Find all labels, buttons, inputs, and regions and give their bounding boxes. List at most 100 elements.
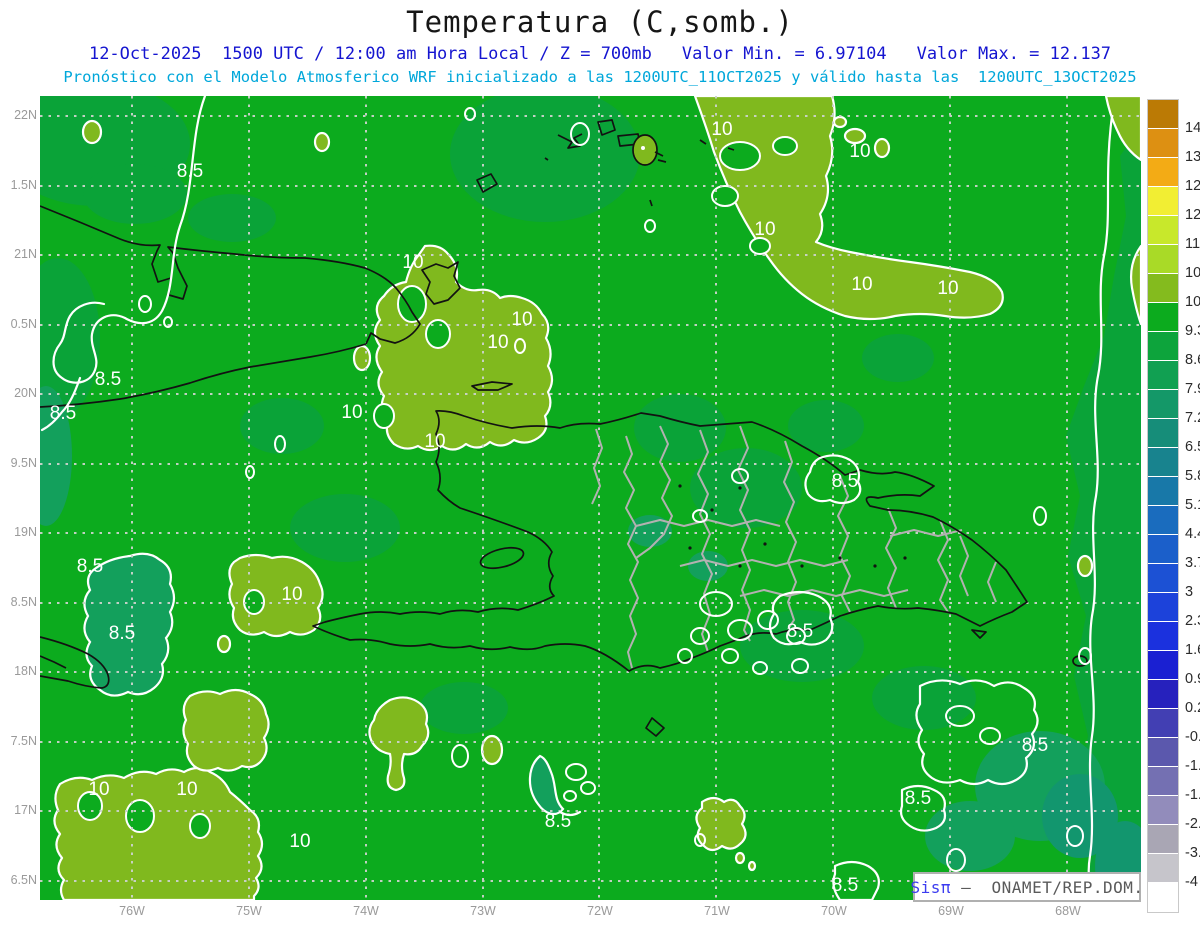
colorbar-cell xyxy=(1148,187,1178,215)
colorbar-tick-label: -1.9 xyxy=(1185,787,1200,803)
branding-badge: Sisπ – ONAMET/REP.DOM. xyxy=(910,872,1144,902)
contour-value-label: 8.5 xyxy=(545,811,571,832)
contour-value-label: 8.5 xyxy=(832,875,858,896)
y-axis-label: 0.5N xyxy=(10,317,37,331)
contour-value-label: 10 xyxy=(88,779,109,800)
colorbar-cell xyxy=(1148,390,1178,418)
colorbar-tick-label: 13.5 xyxy=(1185,149,1200,165)
colorbar-tick-label: 10.7 xyxy=(1185,265,1200,281)
colorbar-cell xyxy=(1148,448,1178,476)
contour-value-label: 10 xyxy=(289,831,310,852)
colorbar-cell xyxy=(1148,709,1178,737)
contour-value-label: 8.5 xyxy=(905,788,931,809)
y-axis-label: 17N xyxy=(14,803,37,817)
map-canvas: 8.58.58.58.58.58.58.58.58.58.58.51010101… xyxy=(40,96,1141,900)
colorbar-cell xyxy=(1148,738,1178,766)
contour-8p5-comma-region xyxy=(528,754,565,816)
contour-holes xyxy=(77,136,798,839)
contour-value-label: 10 xyxy=(176,779,197,800)
temperature-band-yellow-green-patches xyxy=(53,96,1141,900)
colorbar-cell xyxy=(1148,622,1178,650)
y-axis-label: 9.5N xyxy=(10,456,37,470)
colorbar-cell xyxy=(1148,767,1178,795)
x-axis-label: 72W xyxy=(587,904,613,918)
colorbar-tick-label: 1.6 xyxy=(1185,642,1200,658)
coastline-cuba xyxy=(40,205,421,408)
page-title: Temperatura (C,somb.) xyxy=(406,5,794,39)
colorbar-cell xyxy=(1148,883,1178,911)
coastline-little-inagua xyxy=(476,173,498,193)
colorbar-tick-label: -4 xyxy=(1185,874,1198,890)
contour-value-label: 10 xyxy=(341,402,362,423)
contour-value-label: 8.5 xyxy=(77,556,103,577)
x-axis-label: 74W xyxy=(353,904,379,918)
y-axis-label: 1.5N xyxy=(10,178,37,192)
contour-value-label: 8.5 xyxy=(787,621,813,642)
colorbar-tick-label: 12.1 xyxy=(1185,207,1200,223)
x-axis-label: 70W xyxy=(821,904,847,918)
x-axis-label: 69W xyxy=(938,904,964,918)
contour-rings xyxy=(138,107,1092,872)
colorbar-tick-label: 11.4 xyxy=(1185,236,1200,252)
colorbar-cell xyxy=(1148,419,1178,447)
colorbar-tick-label: 12.8 xyxy=(1185,178,1200,194)
colorbar-tick-label: 7.2 xyxy=(1185,410,1200,426)
coastline-caicos xyxy=(557,133,583,149)
y-axis-label: 20N xyxy=(14,386,37,400)
contour-value-label: 8.5 xyxy=(109,623,135,644)
colorbar-cell xyxy=(1148,274,1178,302)
colorbar-tick-label: -2.6 xyxy=(1185,816,1200,832)
colorbar-cell xyxy=(1148,332,1178,360)
colorbar-tick-label: 0.2 xyxy=(1185,700,1200,716)
colorbar-cell xyxy=(1148,303,1178,331)
colorbar-cell xyxy=(1148,825,1178,853)
colorbar-tick-label: 0.9 xyxy=(1185,671,1200,687)
coastline-beata xyxy=(645,717,665,737)
colorbar-cell xyxy=(1148,796,1178,824)
colorbar-tick-label: 3 xyxy=(1185,584,1194,600)
y-axis-label: 22N xyxy=(14,108,37,122)
x-axis-label: 68W xyxy=(1055,904,1081,918)
contour-value-label: 10 xyxy=(937,278,958,299)
coastline-great-inagua xyxy=(421,261,461,305)
contour-value-label: 8.5 xyxy=(1022,735,1048,756)
graticule xyxy=(40,96,1141,900)
map-specks xyxy=(641,146,907,568)
colorbar-tick-label: -0.5 xyxy=(1185,729,1200,745)
colorbar-cell xyxy=(1148,129,1178,157)
colorbar-tick-label: 4.4 xyxy=(1185,526,1200,542)
colorbar-cell xyxy=(1148,361,1178,389)
colorbar-cell xyxy=(1148,100,1178,128)
colorbar-cell xyxy=(1148,651,1178,679)
colorbar-cell xyxy=(1148,477,1178,505)
province-boundaries xyxy=(591,425,997,669)
colorbar-cell xyxy=(1148,216,1178,244)
colorbar-tick-label: 2.3 xyxy=(1185,613,1200,629)
subtitle-forecast-row: Pronóstico con el Modelo Atmosferico WRF… xyxy=(63,68,1137,86)
colorbar-tick-label: 7.9 xyxy=(1185,381,1200,397)
y-axis-label: 18N xyxy=(14,664,37,678)
contour-value-label: 8.5 xyxy=(50,403,76,424)
temperature-colorbar xyxy=(1147,99,1179,913)
x-axis-label: 71W xyxy=(704,904,730,918)
contour-lines-8p5 xyxy=(40,96,1114,900)
colorbar-cell xyxy=(1148,593,1178,621)
colorbar-tick-label: 10 xyxy=(1185,294,1200,310)
contour-value-label: 10 xyxy=(402,252,423,273)
colorbar-tick-label: 5.1 xyxy=(1185,497,1200,513)
contour-value-label: 10 xyxy=(851,274,872,295)
contour-8p5-closed-region xyxy=(83,552,176,697)
contour-label-layer: 8.58.58.58.58.58.58.58.58.58.58.51010101… xyxy=(50,119,1048,896)
contour-value-label: 10 xyxy=(849,141,870,162)
contour-value-label: 8.5 xyxy=(177,161,203,182)
coastline-tortuga xyxy=(471,381,513,391)
y-axis-label: 21N xyxy=(14,247,37,261)
colorbar-tick-label: 9.3 xyxy=(1185,323,1200,339)
x-axis-label: 75W xyxy=(236,904,262,918)
y-axis-label: 6.5N xyxy=(10,873,37,887)
colorbar-cell xyxy=(1148,854,1178,882)
y-axis-label: 7.5N xyxy=(10,734,37,748)
y-axis-label: 19N xyxy=(14,525,37,539)
branding-org: – ONAMET/REP.DOM. xyxy=(951,877,1144,897)
